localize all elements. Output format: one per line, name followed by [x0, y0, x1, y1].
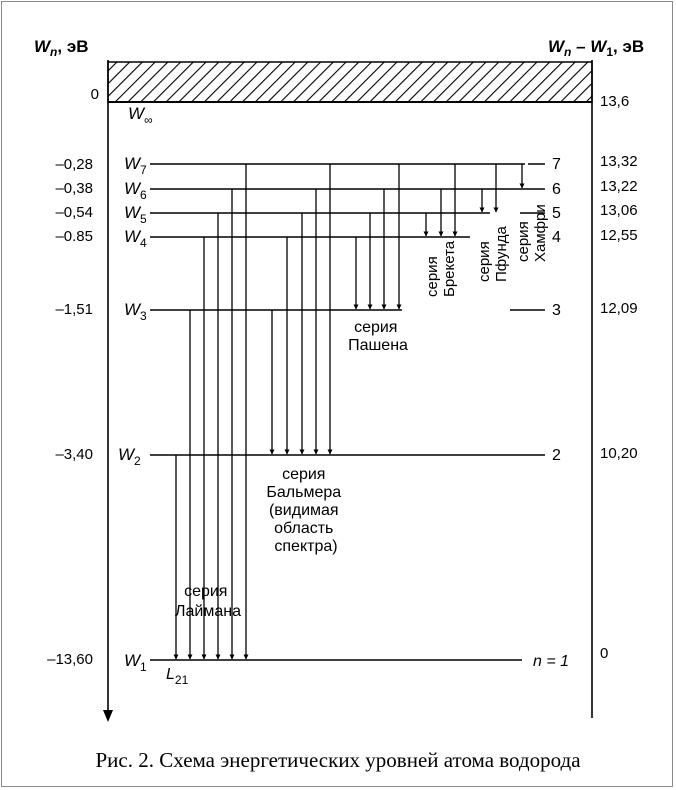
- level-labels: W∞ W7 W6 W5 W4 W3 W2 W1: [118, 104, 153, 674]
- energy-value-inf: 0: [91, 86, 99, 103]
- level-label-6: W6: [124, 179, 147, 202]
- series-label-humphreys: серия Хамфри: [515, 204, 549, 262]
- excitation-value-1: 0: [600, 645, 608, 662]
- figure-caption: Рис. 2. Схема энергетических уровней ато…: [95, 748, 581, 772]
- energy-value-5: –0,54: [55, 204, 93, 221]
- energy-value-7: –0,28: [55, 156, 93, 173]
- energy-value-2: –3,40: [55, 446, 93, 463]
- quantum-number-7: 7: [552, 156, 561, 173]
- transition-arrows: [173, 164, 525, 660]
- excitation-value-inf: 13,6: [600, 93, 629, 110]
- right-excitation-values: 13,6 13,32 13,22 13,06 12,55 12,09 10,20…: [600, 93, 638, 662]
- excitation-value-3: 12,09: [600, 300, 638, 317]
- series-label-paschen: серия Пашена: [348, 319, 408, 354]
- series-label-lyman: серия Лаймана: [175, 583, 241, 620]
- transition-label-l21: L21: [166, 666, 189, 687]
- excitation-value-7: 13,32: [600, 153, 638, 170]
- left-energy-values: 0 –0,28 –0,38 –0,54 –0.85 –1,51 –3,40 –1…: [47, 86, 99, 668]
- level-label-3: W3: [124, 300, 147, 323]
- energy-value-1: –13,60: [47, 651, 93, 668]
- quantum-number-1: n = 1: [533, 653, 569, 670]
- series-labels: серия Лаймана серия Бальмера (видимая об…: [175, 319, 408, 620]
- quantum-number-5: 5: [552, 205, 561, 222]
- left-axis-arrowhead: [103, 710, 113, 722]
- energy-value-3: –1,51: [55, 301, 93, 318]
- energy-level-lines: [150, 163, 545, 661]
- quantum-number-3: 3: [552, 302, 561, 319]
- series-label-brackett: серия Брекета: [424, 240, 458, 297]
- level-label-inf: W∞: [128, 104, 153, 127]
- quantum-numbers: 7 6 5 4 3 2 n = 1: [533, 156, 569, 670]
- level-label-4: W4: [124, 227, 147, 250]
- level-label-2: W2: [118, 445, 141, 468]
- energy-value-6: –0,38: [55, 180, 93, 197]
- energy-value-4: –0.85: [55, 228, 93, 245]
- excitation-value-4: 12,55: [600, 227, 638, 244]
- excitation-value-2: 10,20: [600, 445, 638, 462]
- excitation-value-5: 13,06: [600, 202, 638, 219]
- excitation-value-6: 13,22: [600, 178, 638, 195]
- left-axis-title: Wn, эВ: [34, 37, 89, 59]
- level-label-5: W5: [124, 203, 147, 226]
- quantum-number-6: 6: [552, 181, 561, 198]
- series-label-pfund: серия Пфунда: [476, 226, 510, 282]
- series-label-balmer: серия Бальмера (видимая область спектра): [266, 466, 345, 555]
- right-axis-title: Wn – W1, эВ: [548, 37, 644, 59]
- level-label-1: W1: [124, 651, 147, 674]
- continuum-hatched-band: [107, 61, 593, 103]
- quantum-number-4: 4: [552, 229, 561, 246]
- series-labels-vertical: серия Брекета серия Пфунда серия Хамфри: [424, 204, 549, 297]
- level-label-7: W7: [124, 154, 147, 177]
- quantum-number-2: 2: [552, 447, 561, 464]
